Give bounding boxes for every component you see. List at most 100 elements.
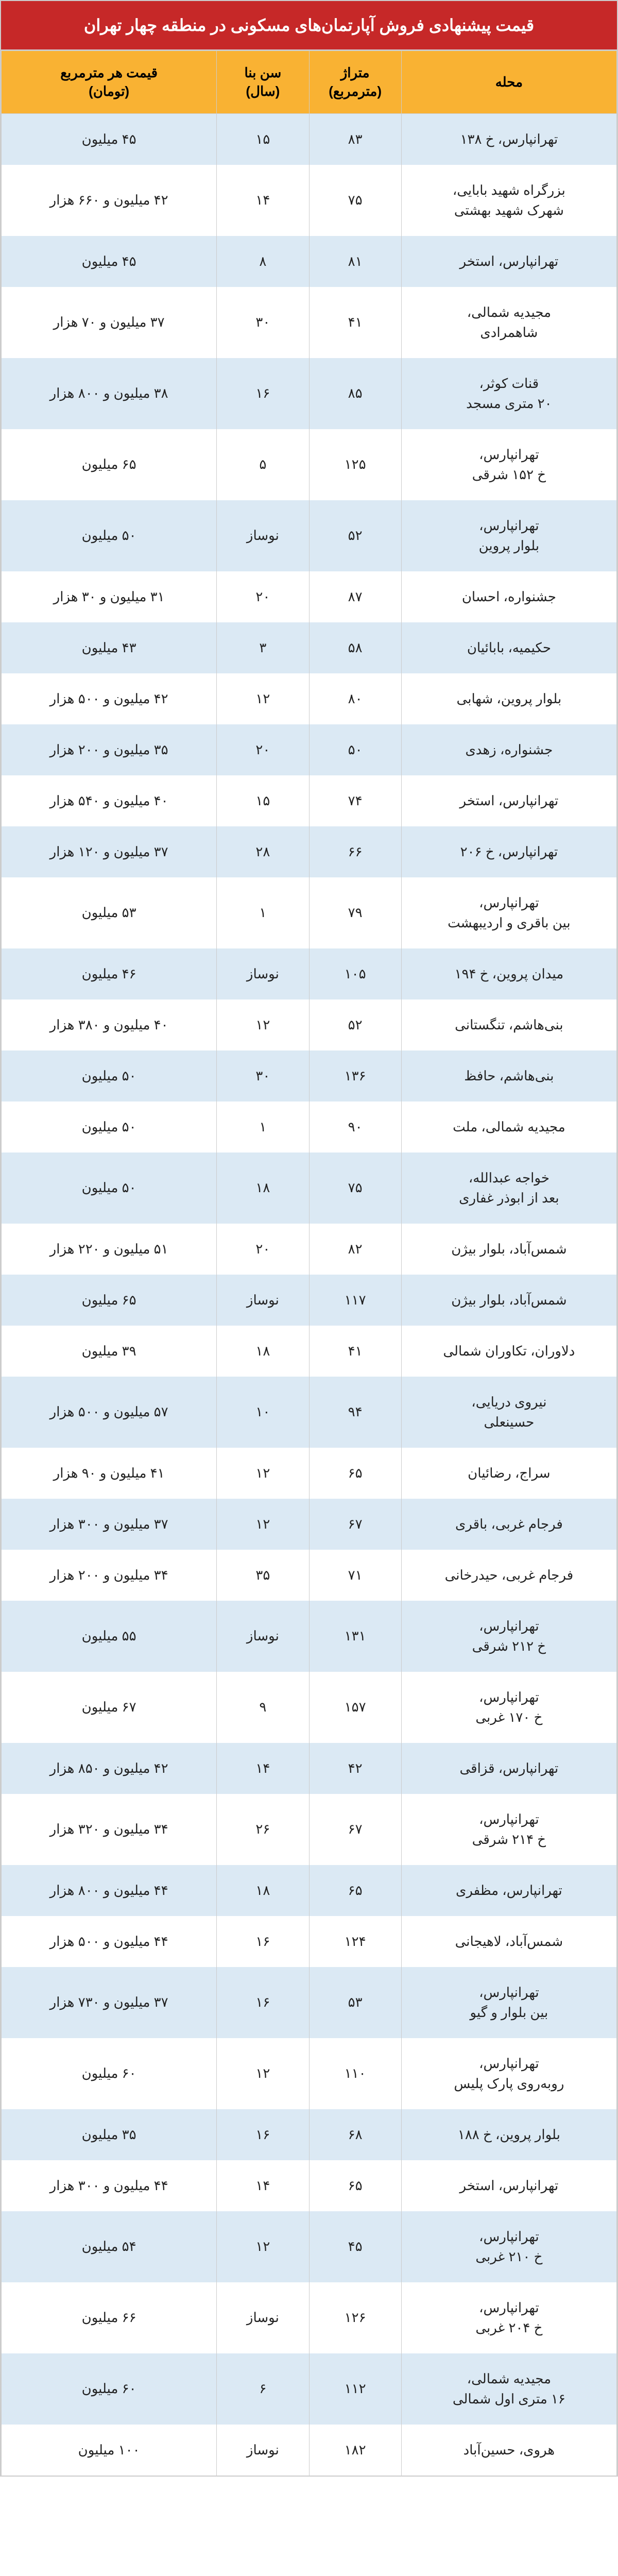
- cell-location: تهرانپارس،خ ۱۷۰ غربی: [401, 1672, 616, 1743]
- cell-area: ۸۲: [309, 1224, 401, 1275]
- cell-price: ۶۵ میلیون: [2, 1275, 217, 1326]
- cell-price: ۳۷ میلیون و ۳۰۰ هزار: [2, 1499, 217, 1550]
- cell-age: ۱۵: [217, 775, 309, 826]
- cell-age: نوساز: [217, 2282, 309, 2353]
- table-row: دلاوران، تکاوران شمالی۴۱۱۸۳۹ میلیون: [2, 1326, 617, 1377]
- table-row: تهرانپارس،خ ۲۱۰ غربی۴۵۱۲۵۴ میلیون: [2, 2211, 617, 2282]
- cell-price: ۳۱ میلیون و ۳۰ هزار: [2, 571, 217, 622]
- cell-location: بلوار پروین، خ ۱۸۸: [401, 2109, 616, 2160]
- cell-location: فرجام غربی، حیدرخانی: [401, 1550, 616, 1601]
- cell-area: ۵۲: [309, 999, 401, 1050]
- cell-area: ۸۱: [309, 236, 401, 287]
- cell-age: نوساز: [217, 2425, 309, 2476]
- cell-age: ۲۶: [217, 1794, 309, 1865]
- cell-age: ۱۲: [217, 1499, 309, 1550]
- cell-location: هروی، حسین‌آباد: [401, 2425, 616, 2476]
- cell-age: ۳۵: [217, 1550, 309, 1601]
- cell-area: ۴۱: [309, 287, 401, 358]
- cell-area: ۶۷: [309, 1794, 401, 1865]
- cell-age: ۱۴: [217, 1743, 309, 1794]
- cell-price: ۴۴ میلیون و ۵۰۰ هزار: [2, 1916, 217, 1967]
- cell-area: ۸۷: [309, 571, 401, 622]
- cell-age: ۱۸: [217, 1153, 309, 1224]
- cell-location: بلوار پروین، شهابی: [401, 673, 616, 724]
- cell-area: ۶۸: [309, 2109, 401, 2160]
- cell-location: میدان پروین، خ ۱۹۴: [401, 948, 616, 999]
- table-row: نیروی دریایی،حسینعلی۹۴۱۰۵۷ میلیون و ۵۰۰ …: [2, 1377, 617, 1448]
- table-row: تهرانپارس،خ ۲۰۴ غربی۱۲۶نوساز۶۶ میلیون: [2, 2282, 617, 2353]
- cell-location: مجیدیه شمالی،شاهمرادی: [401, 287, 616, 358]
- cell-location: تهرانپارس،بین باقری و اردیبهشت: [401, 877, 616, 948]
- cell-age: ۱۲: [217, 2211, 309, 2282]
- cell-location: قنات کوثر،۲۰ متری مسجد: [401, 358, 616, 429]
- cell-price: ۵۰ میلیون: [2, 1050, 217, 1101]
- cell-age: نوساز: [217, 948, 309, 999]
- cell-age: ۱۲: [217, 673, 309, 724]
- table-row: تهرانپارس،خ ۱۷۰ غربی۱۵۷۹۶۷ میلیون: [2, 1672, 617, 1743]
- cell-price: ۵۰ میلیون: [2, 1153, 217, 1224]
- table-row: تهرانپارس،بلوار پروین۵۲نوساز۵۰ میلیون: [2, 500, 617, 571]
- cell-price: ۴۱ میلیون و ۹۰ هزار: [2, 1448, 217, 1499]
- cell-location: تهرانپارس،خ ۲۰۴ غربی: [401, 2282, 616, 2353]
- cell-price: ۵۰ میلیون: [2, 500, 217, 571]
- cell-price: ۵۵ میلیون: [2, 1601, 217, 1672]
- table-row: تهرانپارس، استخر۸۱۸۴۵ میلیون: [2, 236, 617, 287]
- cell-area: ۶۷: [309, 1499, 401, 1550]
- table-row: حکیمیه، بابائیان۵۸۳۴۳ میلیون: [2, 622, 617, 673]
- cell-location: تهرانپارس،خ ۱۵۲ شرقی: [401, 429, 616, 500]
- cell-age: ۱۸: [217, 1865, 309, 1916]
- cell-price: ۵۷ میلیون و ۵۰۰ هزار: [2, 1377, 217, 1448]
- cell-area: ۱۳۶: [309, 1050, 401, 1101]
- cell-age: نوساز: [217, 1275, 309, 1326]
- table-row: تهرانپارس،خ ۱۵۲ شرقی۱۲۵۵۶۵ میلیون: [2, 429, 617, 500]
- cell-price: ۴۰ میلیون و ۳۸۰ هزار: [2, 999, 217, 1050]
- cell-age: ۱۸: [217, 1326, 309, 1377]
- cell-location: بزرگراه شهید بابایی،شهرک شهید بهشتی: [401, 165, 616, 236]
- cell-location: تهرانپارس،خ ۲۱۰ غربی: [401, 2211, 616, 2282]
- cell-age: ۱۶: [217, 1967, 309, 2038]
- cell-area: ۱۲۴: [309, 1916, 401, 1967]
- table-row: بنی‌هاشم، تنگستانی۵۲۱۲۴۰ میلیون و ۳۸۰ هز…: [2, 999, 617, 1050]
- cell-age: ۶: [217, 2353, 309, 2425]
- cell-age: نوساز: [217, 1601, 309, 1672]
- cell-price: ۱۰۰ میلیون: [2, 2425, 217, 2476]
- cell-price: ۴۴ میلیون و ۳۰۰ هزار: [2, 2160, 217, 2211]
- cell-location: شمس‌آباد، بلوار بیژن: [401, 1224, 616, 1275]
- cell-location: تهرانپارس، خ ۱۳۸: [401, 113, 616, 165]
- cell-price: ۴۴ میلیون و ۸۰۰ هزار: [2, 1865, 217, 1916]
- cell-area: ۷۴: [309, 775, 401, 826]
- cell-location: نیروی دریایی،حسینعلی: [401, 1377, 616, 1448]
- cell-area: ۴۵: [309, 2211, 401, 2282]
- cell-price: ۳۷ میلیون و ۷۳۰ هزار: [2, 1967, 217, 2038]
- cell-price: ۳۷ میلیون و ۷۰ هزار: [2, 287, 217, 358]
- cell-area: ۱۰۵: [309, 948, 401, 999]
- cell-area: ۵۰: [309, 724, 401, 775]
- table-row: بنی‌هاشم، حافظ۱۳۶۳۰۵۰ میلیون: [2, 1050, 617, 1101]
- table-row: تهرانپارس، مظفری۶۵۱۸۴۴ میلیون و ۸۰۰ هزار: [2, 1865, 617, 1916]
- cell-price: ۳۵ میلیون و ۲۰۰ هزار: [2, 724, 217, 775]
- table-row: مجیدیه شمالی،شاهمرادی۴۱۳۰۳۷ میلیون و ۷۰ …: [2, 287, 617, 358]
- table-row: شمس‌آباد، بلوار بیژن۱۱۷نوساز۶۵ میلیون: [2, 1275, 617, 1326]
- cell-age: ۱۲: [217, 2038, 309, 2109]
- cell-location: تهرانپارس، خ ۲۰۶: [401, 826, 616, 877]
- cell-area: ۱۵۷: [309, 1672, 401, 1743]
- cell-age: ۱۴: [217, 165, 309, 236]
- cell-location: مجیدیه شمالی،۱۶ متری اول شمالی: [401, 2353, 616, 2425]
- cell-area: ۸۵: [309, 358, 401, 429]
- cell-location: تهرانپارس،روبه‌روی پارک پلیس: [401, 2038, 616, 2109]
- cell-area: ۸۰: [309, 673, 401, 724]
- cell-price: ۴۰ میلیون و ۵۴۰ هزار: [2, 775, 217, 826]
- cell-price: ۳۴ میلیون و ۳۲۰ هزار: [2, 1794, 217, 1865]
- cell-price: ۳۷ میلیون و ۱۲۰ هزار: [2, 826, 217, 877]
- cell-area: ۱۲۵: [309, 429, 401, 500]
- cell-location: جشنواره، احسان: [401, 571, 616, 622]
- cell-age: ۱۲: [217, 999, 309, 1050]
- cell-area: ۱۱۲: [309, 2353, 401, 2425]
- cell-age: ۱: [217, 1101, 309, 1153]
- table-row: تهرانپارس، قزاقی۴۲۱۴۴۲ میلیون و ۸۵۰ هزار: [2, 1743, 617, 1794]
- table-row: تهرانپارس، خ ۱۳۸۸۳۱۵۴۵ میلیون: [2, 113, 617, 165]
- table-row: تهرانپارس،بین باقری و اردیبهشت۷۹۱۵۳ میلی…: [2, 877, 617, 948]
- cell-price: ۳۸ میلیون و ۸۰۰ هزار: [2, 358, 217, 429]
- cell-age: ۹: [217, 1672, 309, 1743]
- table-row: بلوار پروین، شهابی۸۰۱۲۴۲ میلیون و ۵۰۰ هز…: [2, 673, 617, 724]
